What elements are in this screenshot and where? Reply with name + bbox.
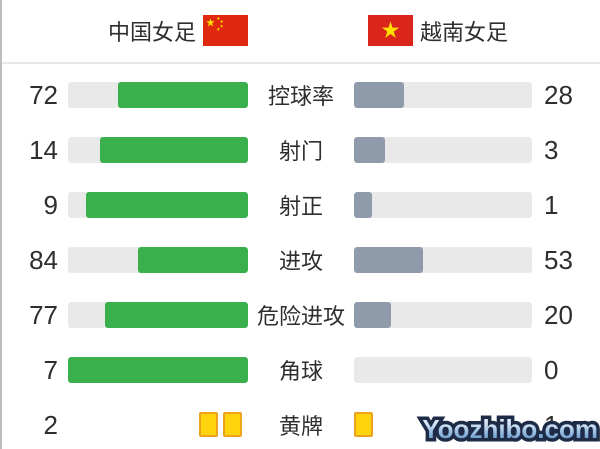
home-stat-bar bbox=[68, 191, 248, 218]
stats-rows: 72 控球率 28 14 射门 3 9 射正 1 84 进攻 53 bbox=[2, 64, 600, 449]
home-value: 84 bbox=[29, 244, 58, 275]
away-stat-bar bbox=[354, 136, 532, 163]
away-value: 0 bbox=[544, 354, 559, 385]
stat-label: 控球率 bbox=[267, 83, 334, 109]
away-team-name: 越南女足 bbox=[420, 20, 509, 45]
away-yellow-cards bbox=[354, 412, 532, 437]
home-stat-bar bbox=[68, 136, 248, 163]
stat-row-yellow-cards: 2 黄牌 1 bbox=[2, 397, 600, 449]
home-stat-bar bbox=[68, 301, 248, 328]
stat-row-attacks: 84 进攻 53 bbox=[2, 232, 600, 287]
stat-label: 角球 bbox=[278, 358, 323, 384]
vietnam-flag-icon bbox=[368, 15, 413, 46]
away-value: 20 bbox=[544, 299, 573, 330]
stat-row-shots: 14 射门 3 bbox=[2, 122, 600, 177]
yellow-card-icon bbox=[354, 412, 373, 437]
away-stat-bar bbox=[354, 356, 532, 383]
stat-label: 危险进攻 bbox=[256, 303, 345, 329]
away-value: 53 bbox=[544, 244, 573, 275]
away-value: 28 bbox=[544, 79, 573, 110]
china-flag-icon bbox=[203, 15, 248, 46]
away-value: 3 bbox=[544, 134, 559, 165]
stat-label: 进攻 bbox=[278, 248, 323, 274]
home-value: 72 bbox=[29, 79, 58, 110]
yellow-card-icon bbox=[199, 412, 218, 437]
stat-label: 黄牌 bbox=[278, 413, 323, 439]
home-value: 9 bbox=[43, 189, 58, 220]
stat-row-possession: 72 控球率 28 bbox=[2, 67, 600, 122]
match-header: 中国女足 越南女足 bbox=[2, 0, 600, 64]
home-stat-bar bbox=[68, 246, 248, 273]
home-value: 2 bbox=[43, 409, 58, 440]
home-value: 77 bbox=[29, 299, 58, 330]
away-stat-bar bbox=[354, 81, 532, 108]
away-stat-bar bbox=[354, 301, 532, 328]
away-stat-bar bbox=[354, 246, 532, 273]
home-stat-bar bbox=[68, 81, 248, 108]
yellow-card-icon bbox=[223, 412, 242, 437]
home-yellow-cards bbox=[68, 412, 248, 437]
stat-row-dangerous-attacks: 77 危险进攻 20 bbox=[2, 287, 600, 342]
home-team-name: 中国女足 bbox=[108, 20, 197, 45]
away-value: 1 bbox=[544, 412, 558, 438]
stat-label: 射门 bbox=[278, 138, 323, 164]
away-value: 1 bbox=[544, 189, 559, 220]
stat-row-shots-on-target: 9 射正 1 bbox=[2, 177, 600, 232]
stat-row-corners: 7 角球 0 bbox=[2, 342, 600, 397]
home-value: 7 bbox=[43, 354, 58, 385]
away-stat-bar bbox=[354, 191, 532, 218]
home-value: 14 bbox=[29, 134, 58, 165]
stat-label: 射正 bbox=[278, 193, 323, 219]
watermark: Yoozhibo.com Yoozhibo.com bbox=[419, 410, 600, 447]
watermark-text: Yoozhibo.com bbox=[422, 413, 598, 444]
home-stat-bar bbox=[68, 356, 248, 383]
watermark-outline: Yoozhibo.com bbox=[419, 410, 600, 447]
